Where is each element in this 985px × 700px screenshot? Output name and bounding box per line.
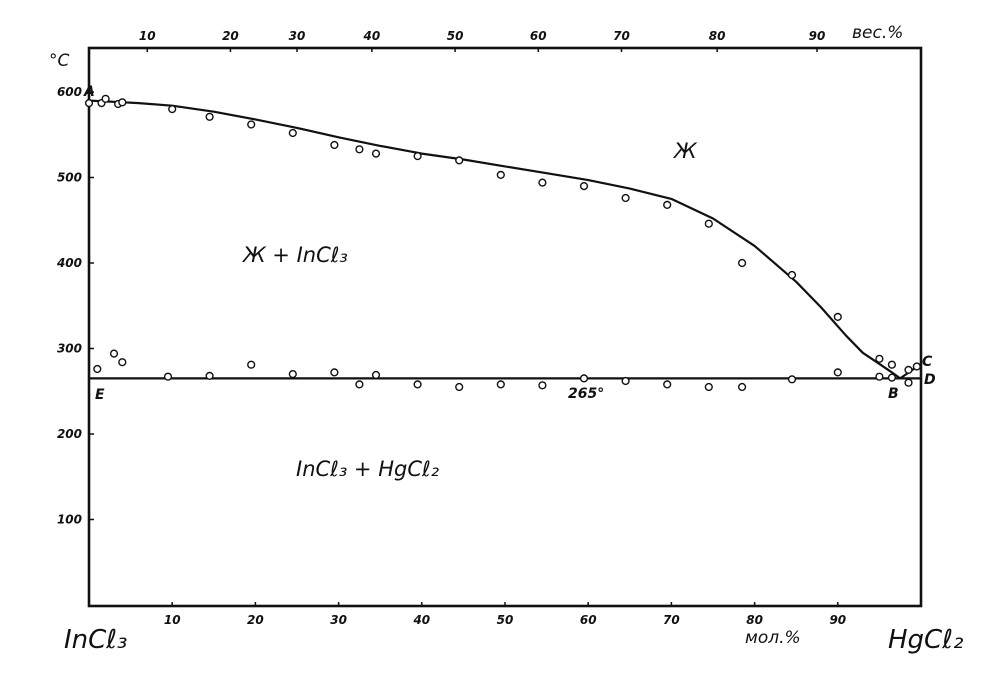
liquidus_points-20 — [737, 258, 747, 268]
y-axis-unit: °C — [49, 51, 70, 71]
y-tick-label-500: 500 — [57, 171, 82, 185]
x2-tick-label-90: 90 — [809, 29, 826, 43]
x2-tick-label-60: 60 — [530, 29, 547, 43]
eutectic_points-0 — [93, 364, 102, 374]
eutectic_points-9 — [371, 370, 381, 380]
x2-tick-label-30: 30 — [289, 29, 306, 43]
data-points — [84, 94, 921, 392]
line-liquidus — [87, 99, 902, 380]
liquidus_points-5 — [168, 104, 177, 114]
eutectic-temperature-label: 265° — [568, 386, 604, 402]
liquidus_points-25 — [904, 365, 913, 375]
eutectic_points-15 — [621, 376, 630, 386]
liquidus_points-15 — [538, 178, 547, 187]
eutectic_points-7 — [330, 368, 339, 377]
phase-boundaries — [87, 99, 923, 380]
x-tick-label-80: 80 — [746, 613, 763, 627]
top-axis-unit: вес.% — [852, 23, 903, 43]
x-tick-label-20: 20 — [247, 613, 264, 627]
liquidus_points-2 — [101, 94, 110, 103]
point-label-c: C — [922, 354, 933, 370]
x-tick-label-50: 50 — [497, 613, 514, 627]
point-label-b: B — [888, 386, 899, 402]
x-tick-label-40: 40 — [412, 613, 430, 627]
eutectic_points-11 — [455, 382, 464, 392]
liquidus_points-16 — [579, 182, 589, 191]
x-tick-label-60: 60 — [580, 613, 597, 627]
liquidus_points-13 — [455, 156, 464, 165]
liquidus_points-9 — [330, 140, 339, 150]
plot-frame — [87, 46, 923, 608]
eutectic_points-12 — [496, 380, 505, 389]
eutectic_points-18 — [737, 382, 747, 392]
left-component-label: InCℓ₃ — [64, 625, 127, 655]
liquidus_points-0 — [84, 98, 94, 108]
liquidus_points-26 — [912, 362, 921, 371]
eutectic_points-4 — [205, 371, 214, 381]
liquidus_points-18 — [663, 200, 672, 210]
eutectic_points-5 — [247, 360, 256, 369]
liquidus_points-23 — [875, 354, 884, 363]
liquidus_points-8 — [288, 128, 297, 138]
liquidus_points-17 — [621, 193, 630, 203]
left-axis-ticks: 100 200 300 400 500 600 — [56, 85, 94, 527]
eutectic_points-16 — [663, 380, 672, 389]
x2-tick-label-40: 40 — [363, 29, 381, 43]
x-tick-label-70: 70 — [663, 613, 680, 627]
point-label-e: E — [95, 387, 105, 403]
bottom-axis-unit: мол.% — [745, 628, 801, 648]
x2-tick-label-80: 80 — [709, 29, 726, 43]
liquidus_points-22 — [833, 312, 842, 322]
liquidus_points-24 — [887, 360, 897, 369]
eutectic_points-20 — [833, 368, 842, 377]
eutectic_points-23 — [904, 378, 913, 387]
eutectic_points-13 — [538, 381, 547, 390]
eutectic_points-21 — [875, 372, 884, 381]
x-tick-label-90: 90 — [829, 613, 846, 627]
liquidus_points-10 — [355, 145, 364, 154]
eutectic_points-8 — [355, 380, 364, 389]
liquidus_points-6 — [205, 112, 214, 121]
eutectic_points-19 — [787, 375, 797, 384]
liquidus_points-7 — [247, 120, 256, 129]
y-tick-label-600: 600 — [57, 85, 82, 99]
x-tick-label-30: 30 — [330, 613, 347, 627]
eutectic_points-3 — [163, 372, 173, 381]
liquidus_points-19 — [704, 219, 713, 228]
eutectic_points-10 — [413, 380, 422, 389]
x2-tick-label-20: 20 — [222, 29, 239, 43]
eutectic_points-14 — [579, 374, 589, 383]
x2-tick-label-50: 50 — [447, 29, 464, 43]
liquidus_points-21 — [787, 270, 797, 280]
region-liquid-solid-label: Ж + InCℓ₃ — [241, 243, 348, 267]
y-tick-label-200: 200 — [57, 427, 82, 441]
point-label-d: D — [924, 372, 936, 388]
region-liquid-label: Ж — [672, 139, 698, 163]
x-tick-label-10: 10 — [164, 613, 181, 627]
right-component-label: HgCℓ₂ — [888, 625, 963, 655]
x2-tick-label-70: 70 — [613, 29, 630, 43]
eutectic_points-17 — [704, 382, 713, 392]
region-solid-solid-label: InCℓ₃ + HgCℓ₂ — [296, 457, 440, 481]
y-tick-label-400: 400 — [56, 256, 82, 270]
y-tick-label-100: 100 — [57, 513, 82, 527]
eutectic_points-22 — [887, 373, 897, 382]
bottom-axis-ticks: 10 20 30 40 50 60 70 80 90 — [164, 602, 846, 627]
liquidus_points-14 — [496, 170, 505, 180]
liquidus_points-4 — [118, 98, 127, 107]
liquidus_points-11 — [371, 149, 381, 158]
point-label-a: A — [83, 84, 95, 100]
eutectic_points-1 — [109, 349, 119, 358]
top-axis-ticks: 10 20 30 40 50 60 70 80 90 — [139, 29, 825, 52]
eutectic_points-2 — [118, 358, 127, 367]
liquidus_points-12 — [413, 152, 422, 161]
eutectic_points-6 — [288, 370, 297, 379]
y-tick-label-300: 300 — [57, 342, 82, 356]
x2-tick-label-10: 10 — [139, 29, 156, 43]
